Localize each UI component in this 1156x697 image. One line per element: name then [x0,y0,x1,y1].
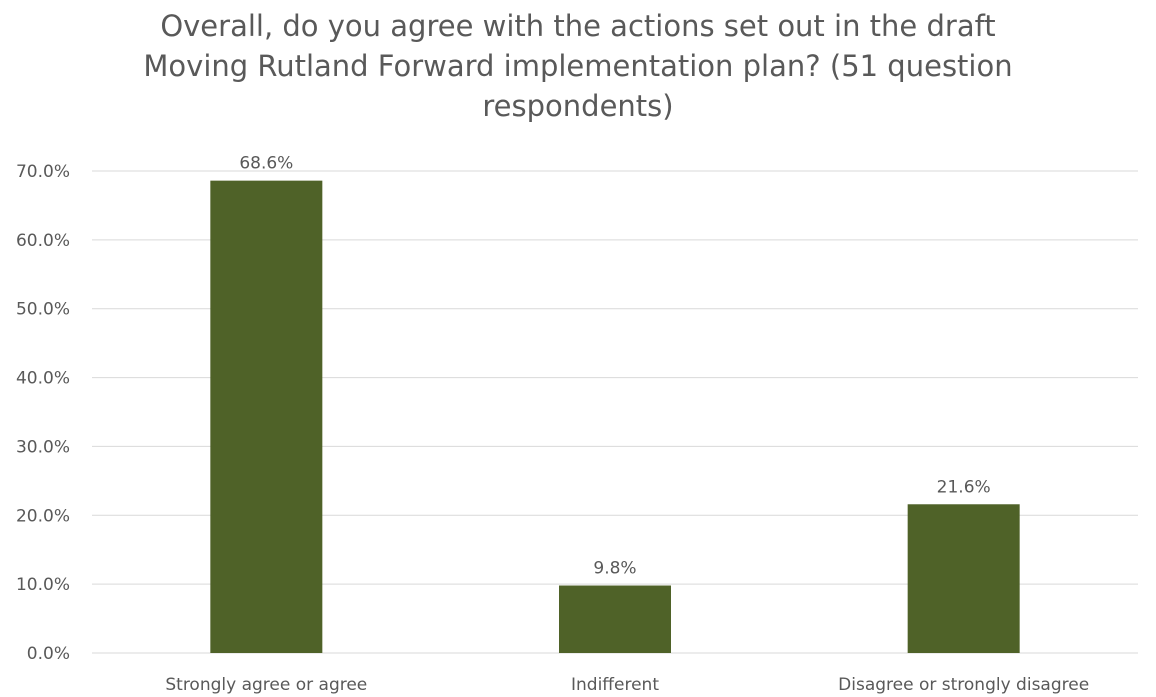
x-tick-label: Indifferent [571,675,659,695]
y-tick-label: 50.0% [16,300,70,320]
data-label: 68.6% [239,154,293,174]
bar [907,504,1020,653]
data-labels: 68.6% 9.8% 21.6% [239,154,990,579]
y-tick-label: 30.0% [16,437,70,457]
x-tick-label: Strongly agree or agree [165,675,367,695]
y-tick-label: 40.0% [16,369,70,389]
y-tick-label: 0.0% [27,644,70,664]
y-tick-label: 60.0% [16,231,70,251]
x-tick-label: Disagree or strongly disagree [838,675,1089,695]
chart-title-line-2: Moving Rutland Forward implementation pl… [143,49,1013,83]
data-label: 9.8% [593,559,636,579]
data-label: 21.6% [937,477,991,497]
y-tick-label: 20.0% [16,506,70,526]
y-axis-ticks: 0.0% 10.0% 20.0% 30.0% 40.0% 50.0% 60.0% 70.0% [16,162,70,664]
bar [210,180,323,653]
bar [559,585,671,653]
y-tick-label: 10.0% [16,575,70,595]
chart-title-line-3: respondents) [482,89,674,123]
x-axis-ticks: Strongly agree or agree Indifferent Disagr… [165,675,1089,695]
chart-title: Overall, do you agree with the actions s… [0,6,1156,126]
y-tick-label: 70.0% [16,162,70,182]
bars [210,180,1020,653]
chart-title-line-1: Overall, do you agree with the actions s… [160,9,996,43]
